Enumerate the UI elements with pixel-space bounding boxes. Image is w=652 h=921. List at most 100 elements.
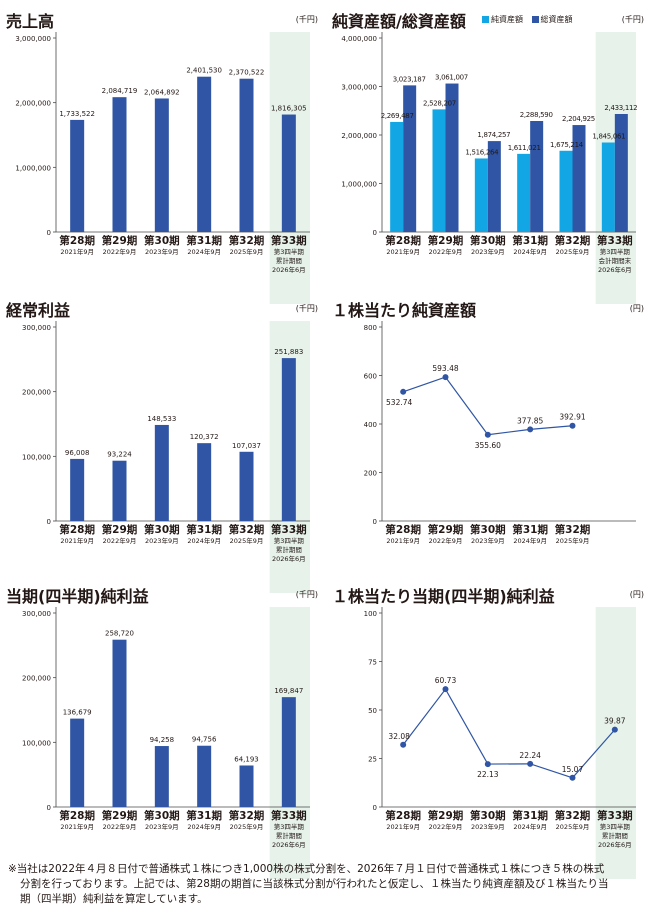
footnote-line: ※当社は2022年４月８日付で普通株式１株につき1,000株の株式分割を、202…	[8, 863, 605, 875]
bar	[70, 458, 85, 521]
data-label: 39.87	[604, 717, 626, 726]
y-tick-label: 25	[368, 756, 377, 764]
y-tick-label: 1,000,000	[15, 164, 51, 172]
data-label: 2,433,112	[604, 104, 637, 112]
data-label: 1,874,257	[477, 131, 510, 139]
legend-label: 総資産額	[540, 15, 573, 24]
data-point	[442, 686, 449, 693]
footnote-line: 期（四半期）純利益を算定しています。	[20, 893, 208, 905]
bar	[197, 76, 212, 233]
x-category-label: 第30期	[144, 234, 180, 247]
data-label: 148,533	[147, 415, 176, 423]
x-category-sublabel: 第3四半期	[274, 247, 305, 256]
assets-bar-chart: 0 1,000,000 2,000,000 3,000,000 4,000,000 第28…	[341, 32, 638, 304]
y-tick-label: 200,000	[22, 389, 51, 397]
data-label: 2,401,530	[186, 67, 222, 75]
legend-item-total-assets: 総資産額	[531, 15, 573, 24]
bar	[239, 765, 254, 807]
legend-label: 純資産額	[491, 15, 523, 24]
x-category-label: 第33期	[597, 809, 633, 822]
bar	[154, 98, 169, 233]
unit-label: (千円)	[295, 590, 318, 599]
x-category-label: 第28期	[385, 523, 421, 536]
bps-chart-panel: １株当たり純資産額 (円) 0 200 400 600 800 第28期 2021年9月 第2…	[332, 297, 650, 582]
legend-swatch	[531, 16, 539, 23]
bar	[112, 460, 127, 521]
unit-label: (円)	[629, 590, 644, 599]
sales-chart-panel: 売上高 (千円) 0 1,000,000 2,000,000 3,000,000 第28…	[6, 8, 324, 304]
x-category-label: 第32期	[555, 234, 591, 247]
x-category-sublabel: 2021年9月	[386, 247, 420, 256]
unit-label: (円)	[629, 304, 644, 313]
data-label: 392.91	[559, 413, 585, 422]
sales-bar-chart: 01,000,0002,000,0003,000,000第28期2021年9月第…	[15, 32, 310, 304]
x-category-label: 第32期	[555, 523, 591, 536]
x-category-sublabel: 2025年9月	[230, 822, 264, 831]
x-category-sublabel: 2024年9月	[513, 247, 547, 256]
x-category-sublabel: 2022年9月	[103, 247, 137, 256]
x-category-sublabel: 2026年6月	[272, 265, 306, 274]
bps-line-chart: 0200400600800第28期2021年9月第29期2022年9月第30期2…	[364, 321, 636, 545]
series-line	[402, 376, 573, 436]
x-category-label: 第29期	[102, 523, 138, 536]
x-category-sublabel: 2021年9月	[60, 536, 94, 545]
data-label: 32.08	[388, 732, 410, 741]
x-category-label: 第29期	[428, 523, 464, 536]
bar	[614, 113, 628, 232]
x-category-sublabel: 累計期間	[602, 831, 628, 840]
y-tick-label: 100,000	[22, 453, 51, 461]
x-category-sublabel: 2023年9月	[145, 536, 179, 545]
data-point	[611, 726, 618, 733]
data-label: 22.24	[519, 751, 541, 760]
x-category-label: 第31期	[186, 809, 222, 822]
y-tick-label: 0	[373, 518, 377, 526]
x-category-label: 第28期	[59, 809, 95, 822]
data-label: 22.13	[477, 770, 499, 779]
x-category-sublabel: 第3四半期	[600, 247, 631, 256]
unit-label: (千円)	[295, 304, 318, 313]
y-tick-label: 200,000	[22, 675, 51, 683]
y-tick-label: 300,000	[22, 610, 51, 618]
data-label: 120,372	[190, 433, 219, 441]
x-category-sublabel: 2021年9月	[60, 822, 94, 831]
chart-title: 純資産額/総資産額	[332, 12, 466, 31]
x-category-sublabel: 2022年9月	[429, 536, 463, 545]
ordinary-profit-bar-chart: 0100,000200,000300,000第28期2021年9月第29期202…	[22, 321, 310, 593]
x-category-sublabel: 2021年9月	[60, 247, 94, 256]
x-category-label: 第32期	[229, 234, 265, 247]
x-category-sublabel: 累計期間	[276, 256, 302, 265]
x-category-sublabel: 2021年9月	[386, 536, 420, 545]
y-tick-label: 3,000,000	[15, 35, 51, 43]
data-label: 1,733,522	[59, 110, 95, 118]
y-tick-label: 200	[364, 470, 377, 478]
x-category-label: 第30期	[144, 523, 180, 536]
x-category-sublabel: 2024年9月	[187, 247, 221, 256]
y-tick-label: 50	[368, 707, 377, 715]
data-label: 1,675,214	[550, 141, 584, 149]
data-label: 3,061,007	[435, 74, 468, 82]
data-point	[442, 374, 449, 381]
x-category-sublabel: 2024年9月	[187, 536, 221, 545]
net-income-chart-panel: 当期(四半期)純利益 (千円) 0 100,000 200,000 300,000 第2…	[6, 583, 324, 879]
x-category-label: 第33期	[271, 809, 307, 822]
bar	[474, 158, 488, 232]
x-category-sublabel: 2025年9月	[556, 822, 590, 831]
data-label: 64,193	[234, 755, 259, 763]
bar	[572, 125, 586, 232]
data-label: 258,720	[105, 630, 134, 638]
data-label: 2,084,719	[102, 87, 138, 95]
bar	[517, 153, 531, 232]
data-label: 2,064,892	[144, 88, 180, 96]
data-label: 593.48	[432, 364, 458, 373]
y-tick-label: 4,000,000	[341, 35, 377, 43]
data-label: 377.85	[517, 416, 543, 425]
x-category-label: 第30期	[144, 809, 180, 822]
bar	[487, 141, 501, 232]
bar	[239, 78, 254, 233]
eps-chart-panel: １株当たり当期(四半期)純利益 (円) 0 25 50 75 100 第28期 2021年9…	[332, 583, 650, 879]
x-category-label: 第28期	[59, 234, 95, 247]
chart-title: １株当たり当期(四半期)純利益	[332, 587, 555, 606]
data-point	[484, 761, 491, 768]
x-category-label: 第32期	[229, 523, 265, 536]
net-total-assets-chart-panel: 純資産額/総資産額 純資産額 総資産額 (千円) 0 1,000,000 2,000…	[332, 8, 650, 304]
